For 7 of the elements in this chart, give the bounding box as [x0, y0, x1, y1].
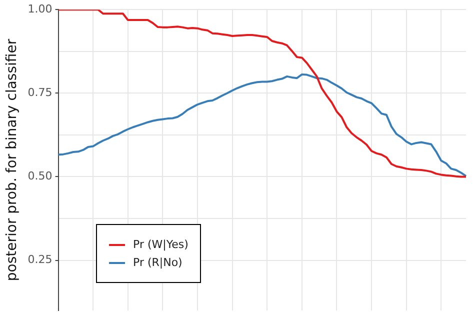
y-tick-label: 1.00 [28, 2, 52, 16]
y-axis-title: posterior prob. for binary classifier [4, 38, 20, 282]
legend-label: Pr (W|Yes) [133, 238, 188, 251]
legend-label: Pr (R|No) [133, 256, 182, 269]
y-tick-label: 0.25 [28, 253, 52, 266]
y-tick-label: 0.75 [28, 86, 52, 100]
y-tick-label: 0.50 [28, 170, 52, 183]
